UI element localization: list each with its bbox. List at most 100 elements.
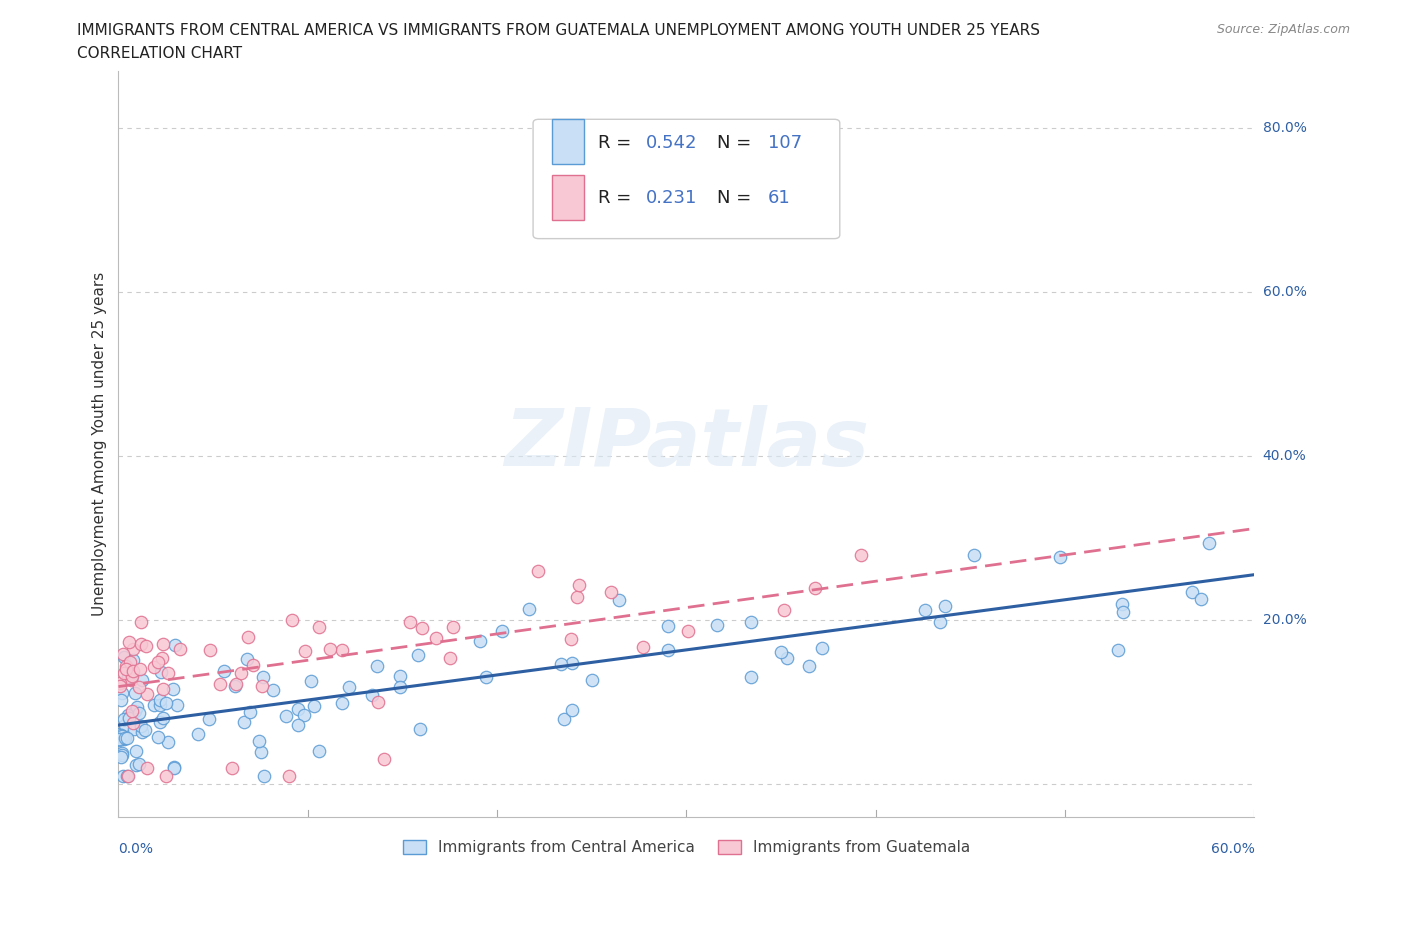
- Point: [121, 669, 143, 684]
- Point: [129, 614, 152, 629]
- Point: [110, 728, 132, 743]
- Point: [250, 744, 273, 759]
- Text: 0.0%: 0.0%: [118, 842, 153, 856]
- Point: [122, 715, 145, 730]
- Point: [162, 682, 184, 697]
- Point: [1111, 597, 1133, 612]
- Point: [474, 670, 496, 684]
- Point: [411, 620, 433, 635]
- Point: [148, 698, 170, 712]
- Point: [143, 698, 166, 712]
- Point: [108, 679, 131, 694]
- Point: [1181, 585, 1204, 600]
- Point: [112, 732, 135, 747]
- Point: [797, 658, 820, 673]
- Point: [112, 666, 135, 681]
- Point: [135, 760, 157, 775]
- Point: [581, 672, 603, 687]
- Point: [121, 652, 143, 667]
- Point: [128, 705, 150, 720]
- Point: [131, 672, 153, 687]
- Point: [135, 639, 157, 654]
- Point: [166, 698, 188, 713]
- Point: [914, 603, 936, 618]
- Point: [330, 696, 353, 711]
- Text: N =: N =: [717, 134, 756, 153]
- Point: [152, 682, 174, 697]
- FancyBboxPatch shape: [553, 119, 585, 164]
- Point: [409, 722, 432, 737]
- Point: [111, 746, 134, 761]
- Point: [152, 637, 174, 652]
- Point: [262, 683, 284, 698]
- Point: [156, 735, 179, 750]
- Point: [143, 659, 166, 674]
- Point: [849, 548, 872, 563]
- Point: [599, 585, 621, 600]
- Point: [657, 618, 679, 633]
- Text: 60.0%: 60.0%: [1211, 842, 1254, 856]
- Point: [118, 655, 141, 670]
- Point: [187, 726, 209, 741]
- Point: [252, 670, 274, 684]
- Point: [253, 768, 276, 783]
- Point: [565, 590, 588, 604]
- Point: [110, 693, 132, 708]
- Point: [491, 624, 513, 639]
- Point: [804, 580, 827, 595]
- Point: [560, 631, 582, 646]
- Point: [125, 757, 148, 772]
- Point: [337, 679, 360, 694]
- Point: [112, 650, 135, 665]
- Point: [1189, 591, 1212, 606]
- Point: [163, 760, 186, 775]
- Point: [373, 751, 395, 766]
- Point: [111, 647, 134, 662]
- Point: [1112, 604, 1135, 619]
- Text: 20.0%: 20.0%: [1263, 613, 1306, 627]
- Point: [108, 731, 131, 746]
- Point: [439, 651, 461, 666]
- Point: [121, 704, 143, 719]
- Point: [366, 658, 388, 673]
- Point: [934, 598, 956, 613]
- Point: [163, 761, 186, 776]
- Point: [361, 688, 384, 703]
- Point: [678, 623, 700, 638]
- Text: 0.231: 0.231: [645, 189, 697, 206]
- Point: [330, 643, 353, 658]
- Point: [165, 637, 187, 652]
- Point: [129, 662, 152, 677]
- Point: [740, 670, 762, 684]
- Point: [769, 644, 792, 659]
- Point: [112, 730, 135, 745]
- Text: 40.0%: 40.0%: [1263, 449, 1306, 463]
- Point: [112, 768, 135, 783]
- Point: [239, 705, 262, 720]
- Point: [149, 714, 172, 729]
- Point: [607, 592, 630, 607]
- FancyBboxPatch shape: [553, 175, 585, 220]
- Point: [318, 642, 340, 657]
- Point: [929, 615, 952, 630]
- FancyBboxPatch shape: [533, 119, 839, 239]
- Point: [292, 708, 315, 723]
- Point: [110, 729, 132, 744]
- Point: [124, 685, 146, 700]
- Legend: Immigrants from Central America, Immigrants from Guatemala: Immigrants from Central America, Immigra…: [396, 834, 976, 861]
- Point: [122, 722, 145, 737]
- Point: [1198, 536, 1220, 551]
- Point: [124, 703, 146, 718]
- Point: [117, 670, 139, 684]
- Point: [117, 730, 139, 745]
- Point: [129, 636, 152, 651]
- Point: [108, 733, 131, 748]
- Point: [110, 750, 132, 764]
- Point: [1107, 643, 1129, 658]
- Point: [150, 665, 173, 680]
- Point: [108, 676, 131, 691]
- Point: [111, 748, 134, 763]
- Point: [152, 711, 174, 725]
- Point: [131, 724, 153, 739]
- Point: [117, 768, 139, 783]
